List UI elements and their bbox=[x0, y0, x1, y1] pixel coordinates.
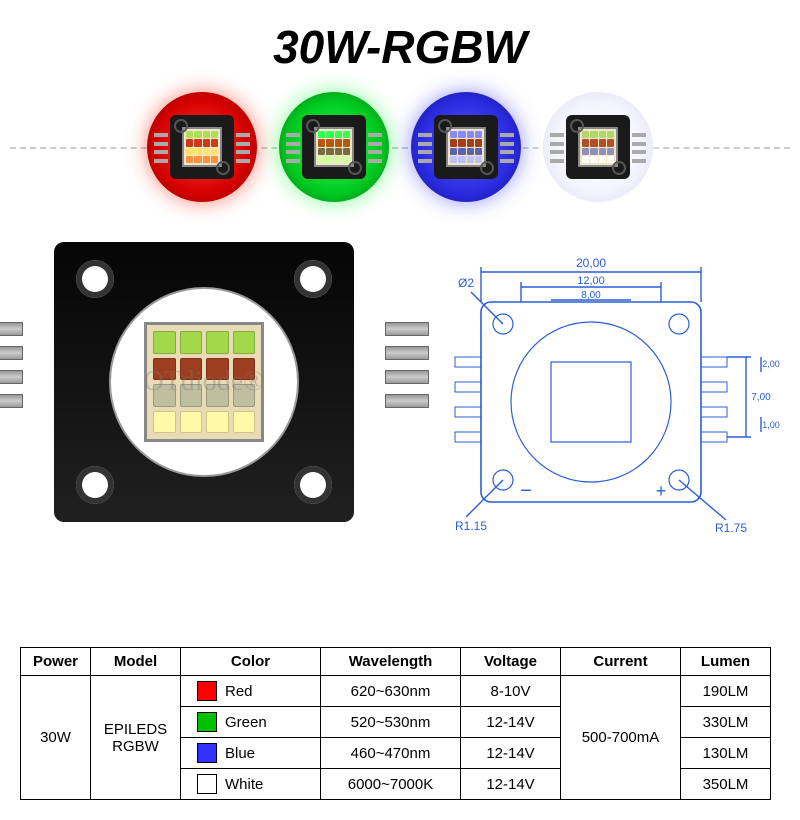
svg-text:Ø2: Ø2 bbox=[458, 276, 474, 290]
spec-header: Model bbox=[91, 648, 181, 676]
svg-text:1,00: 1,00 bbox=[762, 420, 780, 430]
lumen-cell: 350LM bbox=[681, 769, 771, 800]
color-label: Red bbox=[225, 683, 253, 700]
wavelength-cell: 520~530nm bbox=[321, 707, 461, 738]
big-chip-body bbox=[54, 242, 354, 522]
middle-section: OTdiode® 20,00 12,00 8,00 7,00 2,00 1,00 R1.15… bbox=[0, 232, 800, 532]
spec-header: Wavelength bbox=[321, 648, 461, 676]
chip-mini-icon bbox=[434, 115, 498, 179]
spec-header: Current bbox=[561, 648, 681, 676]
chip-mini-icon bbox=[302, 115, 366, 179]
spec-header: Color bbox=[181, 648, 321, 676]
svg-text:R1.75: R1.75 bbox=[715, 521, 747, 532]
mount-hole-icon bbox=[294, 466, 332, 504]
chip-ring bbox=[109, 287, 299, 477]
color-swatch-icon bbox=[197, 774, 217, 794]
voltage-cell: 12-14V bbox=[461, 707, 561, 738]
spec-header: Voltage bbox=[461, 648, 561, 676]
blue-swatch bbox=[411, 92, 521, 202]
mount-hole-icon bbox=[294, 260, 332, 298]
color-swatch-icon bbox=[197, 712, 217, 732]
svg-text:R1.15: R1.15 bbox=[455, 519, 487, 532]
lumen-cell: 330LM bbox=[681, 707, 771, 738]
chip-mini-icon bbox=[566, 115, 630, 179]
model-cell: EPILEDSRGBW bbox=[91, 676, 181, 800]
color-cell: Blue bbox=[181, 738, 321, 769]
svg-text:8,00: 8,00 bbox=[581, 290, 601, 301]
color-label: Blue bbox=[225, 745, 255, 762]
green-swatch bbox=[279, 92, 389, 202]
voltage-cell: 12-14V bbox=[461, 769, 561, 800]
chip-led-grid bbox=[144, 322, 264, 442]
white-swatch bbox=[543, 92, 653, 202]
technical-drawing: 20,00 12,00 8,00 7,00 2,00 1,00 R1.15 R1.75 Ø2 − + bbox=[411, 232, 781, 532]
wavelength-cell: 6000~7000K bbox=[321, 769, 461, 800]
chip-mini-icon bbox=[170, 115, 234, 179]
color-swatch-icon bbox=[197, 743, 217, 763]
power-cell: 30W bbox=[21, 676, 91, 800]
swatch-row bbox=[0, 92, 800, 202]
voltage-cell: 8-10V bbox=[461, 676, 561, 707]
swatch-divider-line bbox=[10, 147, 790, 149]
voltage-cell: 12-14V bbox=[461, 738, 561, 769]
wavelength-cell: 620~630nm bbox=[321, 676, 461, 707]
red-swatch bbox=[147, 92, 257, 202]
color-cell: Red bbox=[181, 676, 321, 707]
page-title: 30W-RGBW bbox=[0, 20, 800, 74]
wavelength-cell: 460~470nm bbox=[321, 738, 461, 769]
svg-text:7,00: 7,00 bbox=[751, 392, 771, 403]
spec-header: Lumen bbox=[681, 648, 771, 676]
color-label: White bbox=[225, 776, 263, 793]
color-cell: White bbox=[181, 769, 321, 800]
spec-table: PowerModelColorWavelengthVoltageCurrentL… bbox=[20, 647, 771, 800]
chip-leads-left bbox=[0, 322, 23, 408]
mount-hole-icon bbox=[76, 466, 114, 504]
current-cell: 500-700mA bbox=[561, 676, 681, 800]
color-swatch-icon bbox=[197, 681, 217, 701]
color-cell: Green bbox=[181, 707, 321, 738]
lumen-cell: 190LM bbox=[681, 676, 771, 707]
svg-text:+: + bbox=[656, 481, 667, 501]
svg-text:2,00: 2,00 bbox=[762, 359, 780, 369]
mount-hole-icon bbox=[76, 260, 114, 298]
svg-text:12,00: 12,00 bbox=[577, 275, 605, 287]
table-row: 30WEPILEDSRGBWRed620~630nm8-10V500-700mA… bbox=[21, 676, 771, 707]
color-label: Green bbox=[225, 714, 267, 731]
product-photo: OTdiode® bbox=[19, 232, 389, 532]
svg-text:20,00: 20,00 bbox=[576, 256, 606, 270]
spec-header: Power bbox=[21, 648, 91, 676]
lumen-cell: 130LM bbox=[681, 738, 771, 769]
svg-text:−: − bbox=[520, 480, 532, 502]
